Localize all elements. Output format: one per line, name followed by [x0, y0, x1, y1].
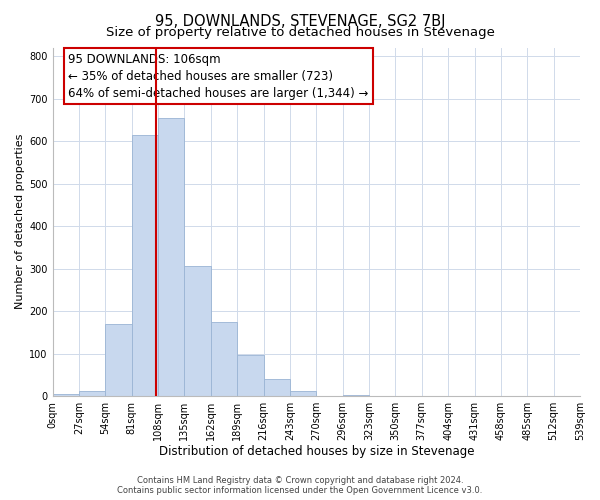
Bar: [131, 134, 158, 396]
Text: Contains public sector information licensed under the Open Government Licence v3: Contains public sector information licen…: [118, 486, 482, 495]
Bar: [105, 324, 131, 396]
Bar: [53, 394, 79, 396]
Text: Size of property relative to detached houses in Stevenage: Size of property relative to detached ho…: [106, 26, 494, 39]
Text: Contains HM Land Registry data © Crown copyright and database right 2024.: Contains HM Land Registry data © Crown c…: [137, 476, 463, 485]
Text: 95, DOWNLANDS, STEVENAGE, SG2 7BJ: 95, DOWNLANDS, STEVENAGE, SG2 7BJ: [155, 14, 445, 29]
Bar: [184, 266, 211, 396]
Bar: [79, 391, 105, 396]
X-axis label: Distribution of detached houses by size in Stevenage: Distribution of detached houses by size …: [158, 444, 474, 458]
Bar: [158, 118, 184, 396]
Bar: [263, 379, 290, 396]
Y-axis label: Number of detached properties: Number of detached properties: [15, 134, 25, 310]
Bar: [211, 322, 237, 396]
Text: 95 DOWNLANDS: 106sqm
← 35% of detached houses are smaller (723)
64% of semi-deta: 95 DOWNLANDS: 106sqm ← 35% of detached h…: [68, 52, 369, 100]
Bar: [237, 355, 263, 396]
Bar: [343, 395, 369, 396]
Bar: [290, 391, 316, 396]
